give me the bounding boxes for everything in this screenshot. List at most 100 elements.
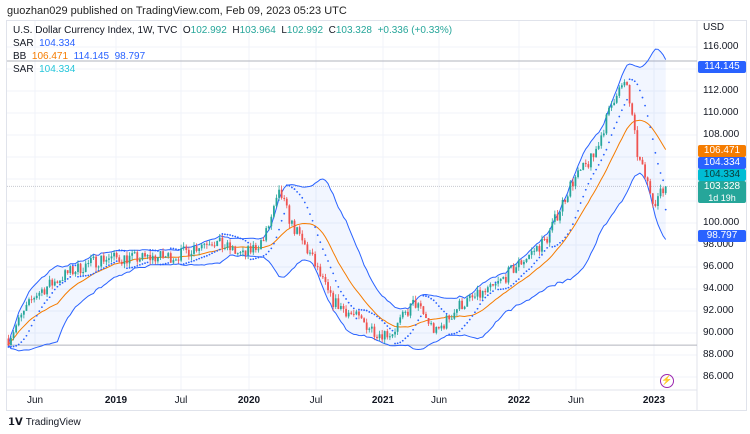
candle-body [46, 286, 48, 295]
sar-dot [205, 254, 208, 257]
axis-tick: 88.000 [703, 349, 734, 360]
candle-body [252, 245, 255, 253]
sar-dot [352, 307, 355, 310]
candle-body [288, 205, 291, 224]
sar-dot [474, 311, 476, 314]
sar-dot [118, 249, 121, 252]
candle-body [430, 323, 433, 325]
candle-body [391, 334, 394, 337]
sar-dot [285, 184, 288, 187]
candle-body [293, 220, 296, 234]
sar2-legend[interactable]: SAR 104.334 [13, 64, 76, 75]
candle-body [443, 325, 445, 329]
axis-tick: 94.000 [703, 283, 734, 294]
candle-body [180, 248, 183, 261]
sar-dot [56, 285, 59, 288]
sar-dot [149, 248, 152, 251]
candle-body [33, 298, 36, 300]
lightning-icon[interactable]: ⚡ [660, 374, 674, 388]
sar-dot [213, 251, 216, 253]
candle-body [118, 257, 121, 262]
sar-dot [620, 109, 623, 112]
axis-tick: 92.000 [703, 305, 734, 316]
sar-dot [283, 212, 286, 215]
sar-dot [185, 262, 188, 265]
sar-dot [450, 333, 453, 335]
candle-body [242, 250, 244, 253]
candle-body [175, 259, 177, 261]
sar-dot [203, 255, 206, 258]
bb-mid-label: 106.471 [698, 145, 746, 157]
candle-body [662, 188, 665, 194]
sar-dot [546, 246, 549, 249]
candle-body [195, 246, 198, 252]
bb-legend[interactable]: BB 106.471 114.145 98.797 [13, 51, 146, 62]
candle-body [208, 244, 211, 246]
sar-dot [432, 299, 435, 302]
candle-body [641, 159, 644, 165]
candle-body [445, 315, 448, 329]
close-price-label: 103.328 1d 19h [698, 181, 746, 203]
sar-dot [347, 301, 350, 304]
candle-body [363, 318, 366, 323]
sar-dot [198, 257, 201, 260]
candle-body [597, 145, 600, 149]
sar-dot [512, 282, 515, 285]
axis-tick: 100.000 [703, 217, 740, 228]
sar-dot [365, 309, 368, 312]
sar-legend[interactable]: SAR 104.334 [13, 38, 76, 49]
sar-dot [525, 270, 528, 273]
sar-dot [270, 247, 273, 250]
sar-dot [399, 341, 402, 344]
candle-body [378, 334, 381, 339]
candle-body [301, 233, 304, 241]
candle-body [458, 300, 461, 310]
sar-dot [350, 304, 353, 307]
sar-dot [370, 312, 373, 315]
candle-body [370, 326, 373, 329]
candle-body [456, 309, 458, 313]
candle-body [66, 270, 69, 274]
sar-dot [146, 261, 149, 264]
sar-dot [556, 243, 559, 246]
sar-dot [345, 298, 347, 300]
sar-dot [486, 294, 489, 297]
candle-body [17, 317, 20, 326]
candle-body [484, 290, 487, 293]
candle-body [450, 318, 453, 320]
candle-body [396, 322, 399, 332]
candle-body [448, 315, 451, 320]
open-value: 102.992 [190, 25, 227, 36]
candle-body [404, 311, 407, 313]
candle-body [275, 197, 278, 207]
candle-body [82, 272, 85, 274]
candle-body [265, 228, 268, 241]
candle-body [639, 156, 641, 160]
sar-dot [553, 245, 556, 248]
candle-body [77, 263, 79, 272]
axis-tick: 110.000 [703, 107, 739, 118]
candle-body [422, 306, 425, 314]
sar-dot [38, 310, 41, 313]
sar-dot [466, 321, 469, 324]
candle-body [489, 284, 492, 288]
sar-dot [639, 89, 641, 92]
candle-body [360, 315, 363, 319]
sar-dot [494, 281, 497, 284]
sar-dot [157, 250, 159, 252]
candle-body [574, 177, 577, 187]
sar-dot [584, 188, 587, 191]
candle-body [605, 114, 608, 134]
candle-body [595, 148, 597, 158]
sar-dot [187, 261, 190, 264]
time-tick: Jun [26, 395, 44, 406]
candle-body [100, 255, 103, 267]
sar-dot [64, 280, 67, 283]
sar-dot [332, 272, 335, 275]
sar-dot [579, 202, 582, 204]
sar-dot [95, 271, 97, 273]
sar-dot [582, 195, 585, 198]
sar-dot [376, 315, 378, 318]
tradingview-logo: 𝟭𝗩 TradingView [8, 417, 81, 428]
